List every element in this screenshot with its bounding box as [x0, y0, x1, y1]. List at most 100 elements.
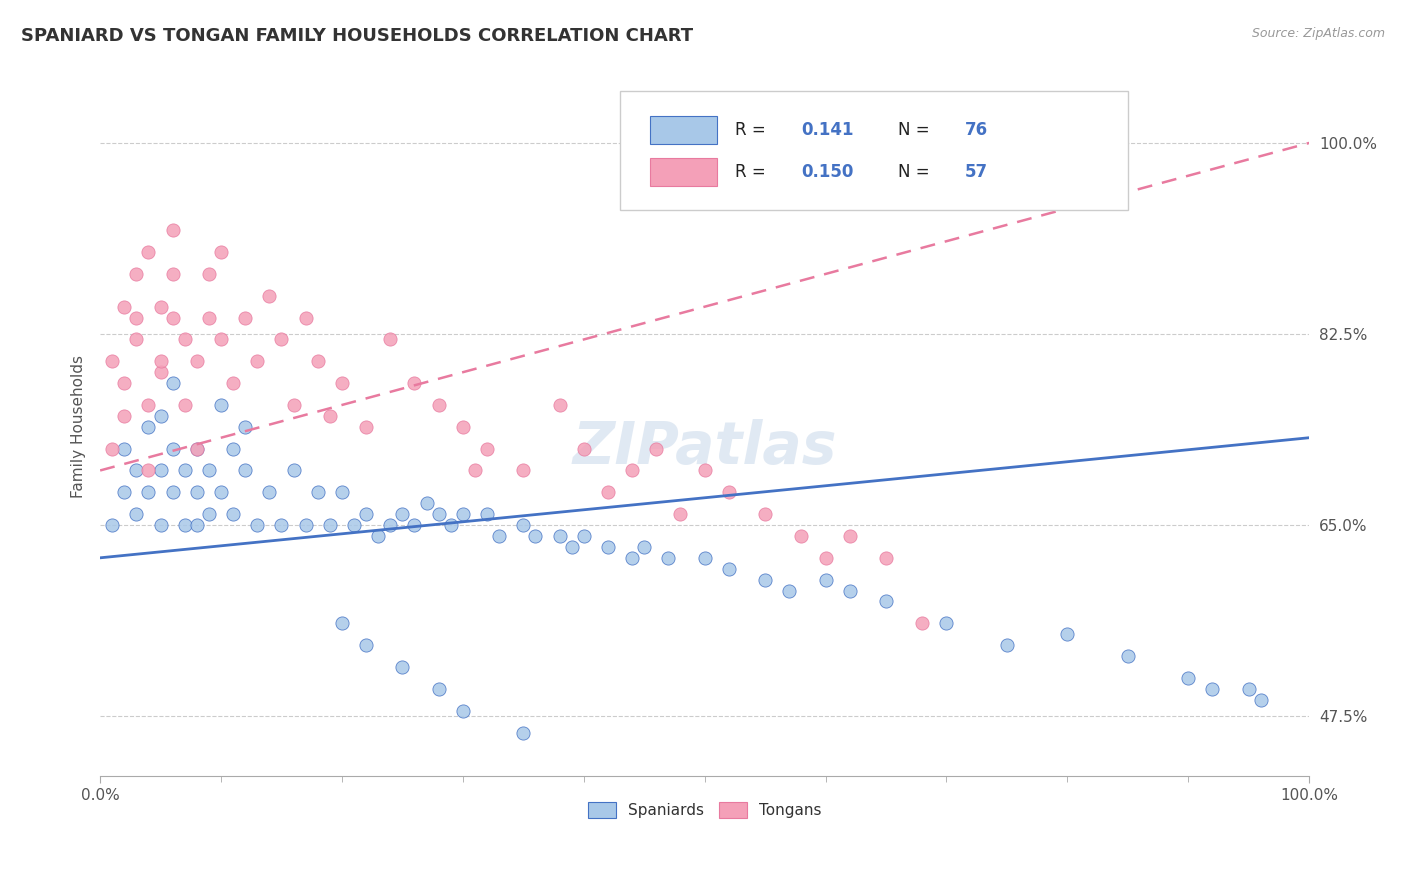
Point [1177, 671, 1199, 685]
Point [162, 310, 184, 325]
Point [319, 409, 342, 423]
Point [512, 725, 534, 739]
Point [645, 442, 668, 456]
Point [572, 442, 595, 456]
Point [354, 419, 377, 434]
Point [935, 616, 957, 631]
Point [270, 518, 292, 533]
Point [149, 518, 172, 533]
Text: 0.141: 0.141 [801, 120, 853, 139]
Point [572, 529, 595, 543]
Point [294, 518, 316, 533]
Text: N =: N = [898, 162, 935, 181]
Point [778, 583, 800, 598]
Point [125, 333, 148, 347]
Point [380, 333, 402, 347]
Text: 0.150: 0.150 [801, 162, 853, 181]
Point [246, 354, 269, 368]
Text: Source: ZipAtlas.com: Source: ZipAtlas.com [1251, 27, 1385, 40]
Point [149, 365, 172, 379]
Text: R =: R = [735, 120, 770, 139]
Point [209, 398, 232, 412]
Point [259, 289, 281, 303]
Point [717, 562, 740, 576]
Point [354, 638, 377, 652]
Point [162, 267, 184, 281]
Point [186, 442, 208, 456]
Point [112, 300, 135, 314]
Point [186, 518, 208, 533]
Point [427, 398, 450, 412]
FancyBboxPatch shape [650, 158, 717, 186]
Point [621, 550, 644, 565]
Point [415, 496, 437, 510]
Point [354, 507, 377, 521]
Point [162, 485, 184, 500]
Point [330, 376, 353, 391]
Point [995, 638, 1018, 652]
Point [754, 507, 776, 521]
Point [427, 507, 450, 521]
Point [307, 354, 329, 368]
Point [451, 704, 474, 718]
Point [222, 442, 245, 456]
Point [440, 518, 463, 533]
Point [693, 550, 716, 565]
Point [488, 529, 510, 543]
Point [112, 376, 135, 391]
Point [596, 485, 619, 500]
Point [548, 529, 571, 543]
Text: N =: N = [898, 120, 935, 139]
Point [621, 463, 644, 477]
Point [319, 518, 342, 533]
Point [209, 245, 232, 260]
Point [101, 354, 124, 368]
Point [548, 398, 571, 412]
Point [512, 463, 534, 477]
Point [186, 354, 208, 368]
Point [875, 594, 897, 608]
Point [343, 518, 366, 533]
Point [125, 267, 148, 281]
Point [451, 419, 474, 434]
Point [524, 529, 547, 543]
Point [149, 354, 172, 368]
Point [222, 376, 245, 391]
Point [427, 681, 450, 696]
Point [246, 518, 269, 533]
Point [838, 583, 860, 598]
Point [367, 529, 389, 543]
Point [186, 485, 208, 500]
Point [112, 485, 135, 500]
Point [138, 419, 160, 434]
Point [1237, 681, 1260, 696]
Text: 57: 57 [965, 162, 988, 181]
Point [233, 463, 256, 477]
Point [838, 529, 860, 543]
Point [790, 529, 813, 543]
FancyBboxPatch shape [620, 91, 1128, 211]
Point [198, 507, 221, 521]
Point [669, 507, 692, 521]
Point [875, 550, 897, 565]
Point [657, 550, 679, 565]
Point [186, 442, 208, 456]
Point [138, 245, 160, 260]
Point [270, 333, 292, 347]
Point [475, 507, 498, 521]
Text: 76: 76 [965, 120, 988, 139]
Point [149, 409, 172, 423]
Point [173, 518, 195, 533]
Point [149, 300, 172, 314]
Point [404, 376, 426, 391]
Point [125, 507, 148, 521]
Point [330, 485, 353, 500]
Point [138, 463, 160, 477]
Point [1056, 627, 1078, 641]
Point [222, 507, 245, 521]
Point [754, 573, 776, 587]
Point [173, 398, 195, 412]
Point [209, 485, 232, 500]
Point [633, 540, 655, 554]
FancyBboxPatch shape [650, 116, 717, 144]
